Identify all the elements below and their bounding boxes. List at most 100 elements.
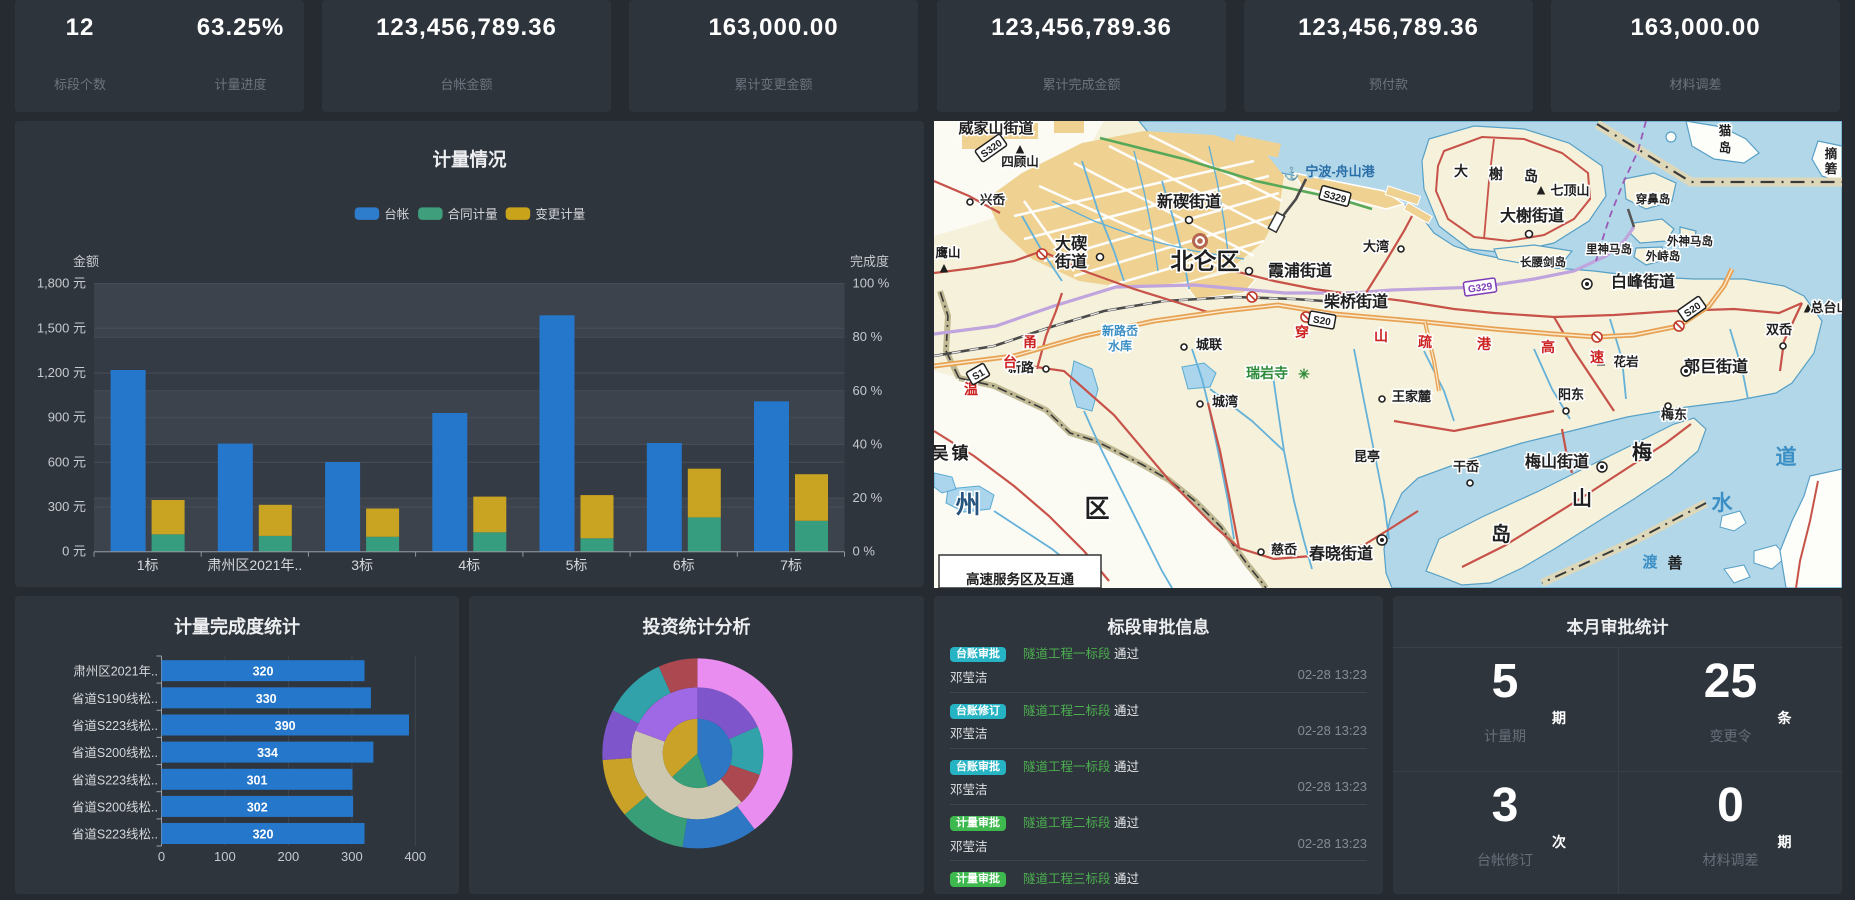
svg-text:霞浦街道: 霞浦街道 xyxy=(1268,261,1332,280)
svg-text:总台山: 总台山 xyxy=(1810,300,1842,315)
svg-text:大: 大 xyxy=(1454,163,1468,179)
svg-text:省道S200线松..: 省道S200线松.. xyxy=(72,800,158,814)
svg-text:街道: 街道 xyxy=(1054,252,1087,271)
svg-text:白峰街道: 白峰街道 xyxy=(1611,272,1675,291)
svg-text:瑞岩寺: 瑞岩寺 xyxy=(1246,365,1288,381)
svg-text:水: 水 xyxy=(1712,492,1734,515)
svg-text:王家麓: 王家麓 xyxy=(1392,389,1432,404)
svg-text:山: 山 xyxy=(1374,328,1388,344)
svg-text:兴岙: 兴岙 xyxy=(980,192,1006,207)
svg-text:新路岙: 新路岙 xyxy=(1102,323,1139,338)
svg-text:北仑区: 北仑区 xyxy=(1171,248,1240,274)
svg-text:省道S223线松..: 省道S223线松.. xyxy=(72,773,158,787)
svg-text:威家山街道: 威家山街道 xyxy=(958,121,1033,137)
svg-text:330: 330 xyxy=(256,692,277,706)
svg-text:省道S190线松..: 省道S190线松.. xyxy=(72,692,158,706)
svg-text:花岩: 花岩 xyxy=(1613,354,1639,369)
svg-text:✳: ✳ xyxy=(1298,366,1310,382)
svg-text:四顾山: 四顾山 xyxy=(1001,154,1039,169)
svg-text:320: 320 xyxy=(253,828,274,842)
svg-text:梅: 梅 xyxy=(1632,440,1652,464)
svg-text:⚓: ⚓ xyxy=(1284,166,1300,181)
svg-text:900 元: 900 元 xyxy=(48,410,86,425)
svg-text:高速服务区及互通: 高速服务区及互通 xyxy=(966,571,1074,587)
svg-text:4标: 4标 xyxy=(458,557,480,573)
svg-text:80 %: 80 % xyxy=(853,329,883,344)
svg-text:大碶: 大碶 xyxy=(1055,234,1088,253)
svg-text:334: 334 xyxy=(257,746,278,760)
svg-text:0: 0 xyxy=(158,849,165,864)
svg-text:300 元: 300 元 xyxy=(48,499,86,514)
svg-text:干岙: 干岙 xyxy=(1453,459,1480,474)
svg-text:302: 302 xyxy=(247,800,268,814)
svg-text:梅东: 梅东 xyxy=(1661,407,1687,422)
svg-text:台帐: 台帐 xyxy=(384,207,410,222)
svg-text:600 元: 600 元 xyxy=(48,454,86,469)
svg-text:大榭街道: 大榭街道 xyxy=(1500,206,1564,225)
svg-text:1,800 元: 1,800 元 xyxy=(37,276,86,291)
svg-text:吴: 吴 xyxy=(934,444,949,463)
svg-text:春晓街道: 春晓街道 xyxy=(1308,544,1373,563)
svg-text:200: 200 xyxy=(278,849,300,864)
svg-text:梅山街道: 梅山街道 xyxy=(1525,452,1589,471)
svg-text:390: 390 xyxy=(275,719,296,733)
svg-text:7标: 7标 xyxy=(780,557,802,573)
svg-text:大湾: 大湾 xyxy=(1363,239,1389,254)
svg-text:宁波-舟山港: 宁波-舟山港 xyxy=(1305,164,1375,179)
svg-text:肃州区2021年..: 肃州区2021年.. xyxy=(207,557,302,573)
svg-text:岛: 岛 xyxy=(1491,522,1511,546)
svg-text:城湾: 城湾 xyxy=(1212,394,1238,409)
svg-text:变更计量: 变更计量 xyxy=(535,207,585,222)
svg-text:40 %: 40 % xyxy=(853,437,883,452)
svg-text:港: 港 xyxy=(1477,336,1492,352)
svg-text:60 %: 60 % xyxy=(853,383,883,398)
svg-text:6标: 6标 xyxy=(673,557,695,573)
svg-text:镇: 镇 xyxy=(952,443,969,463)
svg-text:双岙: 双岙 xyxy=(1766,322,1793,337)
svg-text:100: 100 xyxy=(214,849,236,864)
svg-text:合同计量: 合同计量 xyxy=(448,207,498,222)
svg-text:301: 301 xyxy=(247,773,268,787)
svg-text:400: 400 xyxy=(404,849,426,864)
svg-text:5标: 5标 xyxy=(566,557,588,573)
svg-text:省道S223线松..: 省道S223线松.. xyxy=(72,828,158,842)
svg-text:3标: 3标 xyxy=(351,557,373,573)
svg-text:完成度: 完成度 xyxy=(850,254,889,269)
svg-text:320: 320 xyxy=(253,665,274,679)
svg-text:100 %: 100 % xyxy=(853,276,890,291)
svg-text:高: 高 xyxy=(1541,339,1555,355)
svg-text:长腰剑岛: 长腰剑岛 xyxy=(1520,255,1566,269)
svg-text:0 元: 0 元 xyxy=(62,544,86,559)
svg-text:阳东: 阳东 xyxy=(1558,387,1584,402)
svg-text:金额: 金额 xyxy=(73,254,99,269)
svg-text:城联: 城联 xyxy=(1196,337,1222,352)
svg-text:摘: 摘 xyxy=(1825,146,1838,161)
svg-text:肃州区2021年..: 肃州区2021年.. xyxy=(73,665,158,679)
svg-text:善: 善 xyxy=(1667,554,1682,572)
svg-text:0 %: 0 % xyxy=(853,544,876,559)
svg-text:1,500 元: 1,500 元 xyxy=(37,320,86,335)
svg-text:新路: 新路 xyxy=(1008,360,1035,375)
svg-text:300: 300 xyxy=(341,849,363,864)
svg-text:区: 区 xyxy=(1084,495,1109,523)
svg-text:省道S200线松..: 省道S200线松.. xyxy=(72,746,158,760)
svg-text:省道S223线松..: 省道S223线松.. xyxy=(72,719,158,733)
svg-text:山: 山 xyxy=(1572,487,1592,510)
svg-text:速: 速 xyxy=(1590,349,1604,365)
svg-text:穿: 穿 xyxy=(1295,324,1309,340)
svg-text:S1: S1 xyxy=(971,367,987,383)
svg-text:州: 州 xyxy=(955,491,980,519)
svg-text:道: 道 xyxy=(1776,445,1797,469)
svg-text:G329: G329 xyxy=(1467,281,1493,295)
svg-text:水库: 水库 xyxy=(1108,338,1132,353)
svg-text:昆亭: 昆亭 xyxy=(1354,449,1380,464)
svg-text:里神马岛: 里神马岛 xyxy=(1586,242,1632,256)
svg-text:台: 台 xyxy=(1003,354,1017,370)
svg-text:慈岙: 慈岙 xyxy=(1271,542,1298,557)
svg-text:1标: 1标 xyxy=(137,557,159,573)
svg-text:岛: 岛 xyxy=(1719,140,1732,155)
svg-text:榭: 榭 xyxy=(1489,166,1503,182)
svg-text:外峙岛: 外峙岛 xyxy=(1645,249,1681,263)
svg-text:猫: 猫 xyxy=(1719,123,1732,138)
svg-text:S20: S20 xyxy=(1312,315,1332,329)
